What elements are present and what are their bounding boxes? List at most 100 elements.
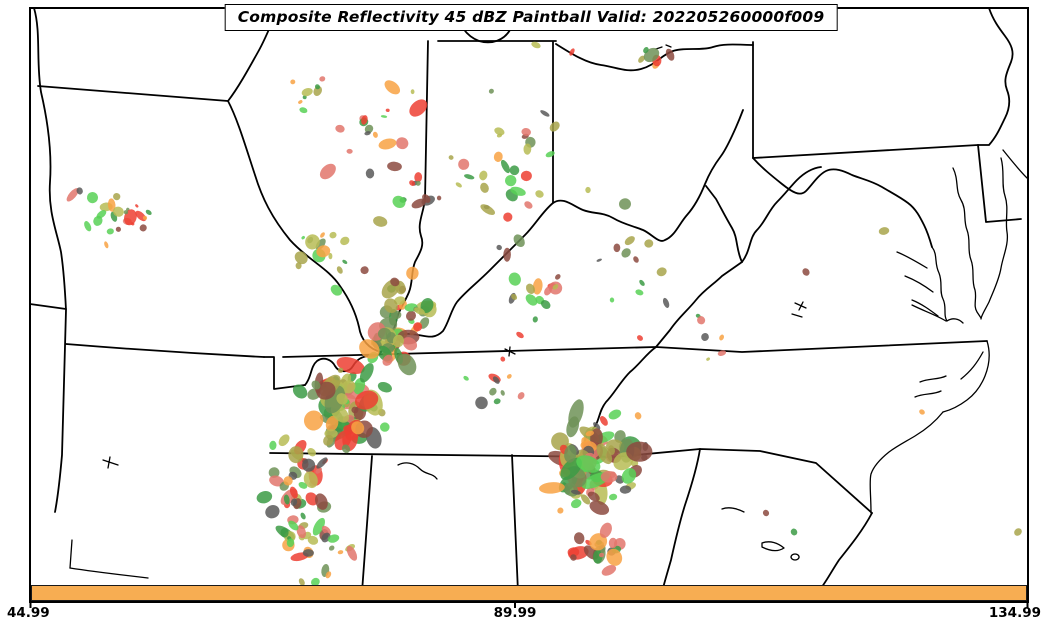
paintball-blob xyxy=(303,471,318,489)
paintball-blob xyxy=(319,76,326,82)
paintball-blob xyxy=(305,234,320,250)
paintball-blob xyxy=(549,121,560,132)
colorbar-strip xyxy=(31,585,1027,601)
paintball-blob xyxy=(290,498,298,506)
paintball-blob xyxy=(626,441,653,462)
paintball-blob xyxy=(570,489,581,495)
paintball-blob xyxy=(552,284,559,290)
paintball-blob xyxy=(662,297,670,308)
paintball-blob xyxy=(390,277,400,287)
paintball-blob xyxy=(520,170,532,182)
paintball-blob xyxy=(480,182,489,193)
bottomleft-border-a xyxy=(69,539,73,569)
paintball-blob xyxy=(643,47,649,54)
paintball-blobs xyxy=(66,41,1022,587)
paintball-blob xyxy=(479,170,488,181)
colorbar xyxy=(31,585,1027,601)
paintball-blob xyxy=(307,448,316,457)
paintball-blob xyxy=(413,322,423,332)
delaware-bay xyxy=(1002,149,1028,179)
paintball-blob xyxy=(790,528,798,536)
paintball-blob xyxy=(139,224,147,232)
paintball-blob xyxy=(544,286,552,296)
paintball-blob xyxy=(701,333,709,341)
paintball-blob xyxy=(410,89,415,95)
paintball-blob xyxy=(377,381,392,393)
smith-mountain-lake xyxy=(791,313,803,318)
paintball-blob xyxy=(396,137,409,150)
paintball-blob xyxy=(501,159,510,174)
paintball-blob xyxy=(496,244,502,251)
state-border-kansas-oklahoma xyxy=(29,303,67,310)
paintball-blob xyxy=(545,151,555,158)
paintball-blob xyxy=(335,124,345,133)
paintball-blob xyxy=(288,446,304,464)
paintball-blob xyxy=(614,430,626,443)
paintball-blob xyxy=(268,467,280,478)
paintball-blob xyxy=(402,337,418,351)
rappahannock-river xyxy=(896,251,928,269)
paintball-blob xyxy=(573,532,585,545)
paintball-blob xyxy=(580,494,591,505)
paintball-blob xyxy=(373,216,388,227)
paintball-blob xyxy=(364,131,371,136)
paintball-blob xyxy=(600,471,618,483)
paintball-blob xyxy=(384,298,398,314)
paintball-blob xyxy=(256,491,273,504)
paintball-blob xyxy=(503,212,513,222)
paintball-blob xyxy=(107,198,116,212)
paintball-blob xyxy=(635,289,644,296)
paintball-blob xyxy=(535,190,544,198)
paintball-blob xyxy=(280,528,289,538)
northcarolina-coast xyxy=(869,411,944,514)
paintball-blob xyxy=(283,476,293,486)
paintball-blob xyxy=(325,571,332,579)
paintball-blob xyxy=(346,545,358,561)
state-border-delaware-river xyxy=(977,7,1014,146)
paintball-blob xyxy=(303,410,324,431)
paintball-blob xyxy=(564,444,577,463)
paintball-blob xyxy=(301,236,305,240)
paintball-blob xyxy=(455,182,462,188)
paintball-blob xyxy=(346,148,353,154)
paintball-blob xyxy=(570,499,582,509)
state-border-mississippi-alabama xyxy=(361,455,373,593)
paintball-blob xyxy=(311,380,321,390)
outer-banks-inner xyxy=(960,351,984,380)
plot-title: Composite Reflectivity 45 dBZ Paintball … xyxy=(237,8,825,26)
paintball-blob xyxy=(506,374,512,379)
paintball-blob xyxy=(340,236,350,246)
paintball-blob xyxy=(354,390,379,410)
paintball-blob xyxy=(296,525,307,539)
paintball-blob xyxy=(145,209,152,216)
paintball-blob xyxy=(503,247,511,262)
paintball-blob xyxy=(289,486,298,499)
state-border-bigsandy-river xyxy=(705,185,743,263)
axis-label-center: 89.99 xyxy=(493,605,537,621)
paintball-blob xyxy=(113,192,121,201)
paintball-blob xyxy=(290,79,296,85)
paintball-blob xyxy=(569,48,575,56)
paintball-blob xyxy=(316,457,328,469)
state-border-iowa-missouri xyxy=(37,85,229,102)
paintball-blob xyxy=(464,174,475,180)
state-border-northcarolina-southcarolina xyxy=(613,448,873,514)
paintball-blob xyxy=(327,534,340,543)
hampton-roads xyxy=(911,304,947,322)
state-border-kentucky-virginia xyxy=(655,261,743,348)
paintball-blob xyxy=(1014,528,1022,536)
paintball-blob xyxy=(557,507,564,514)
paintball-blob xyxy=(392,195,406,209)
paintball-blob xyxy=(540,300,551,309)
state-border-savannah-river xyxy=(661,448,701,593)
paintball-blob xyxy=(93,215,103,226)
paintball-blob xyxy=(295,262,302,270)
state-border-westvirginia-virginia xyxy=(741,166,822,263)
coast-southcarolina xyxy=(817,512,873,593)
paintball-blob xyxy=(576,455,601,473)
paintball-blob xyxy=(532,316,538,323)
state-border-mason-dixon xyxy=(752,144,979,159)
paintball-blob xyxy=(305,492,319,506)
paintball-blob xyxy=(315,238,326,250)
